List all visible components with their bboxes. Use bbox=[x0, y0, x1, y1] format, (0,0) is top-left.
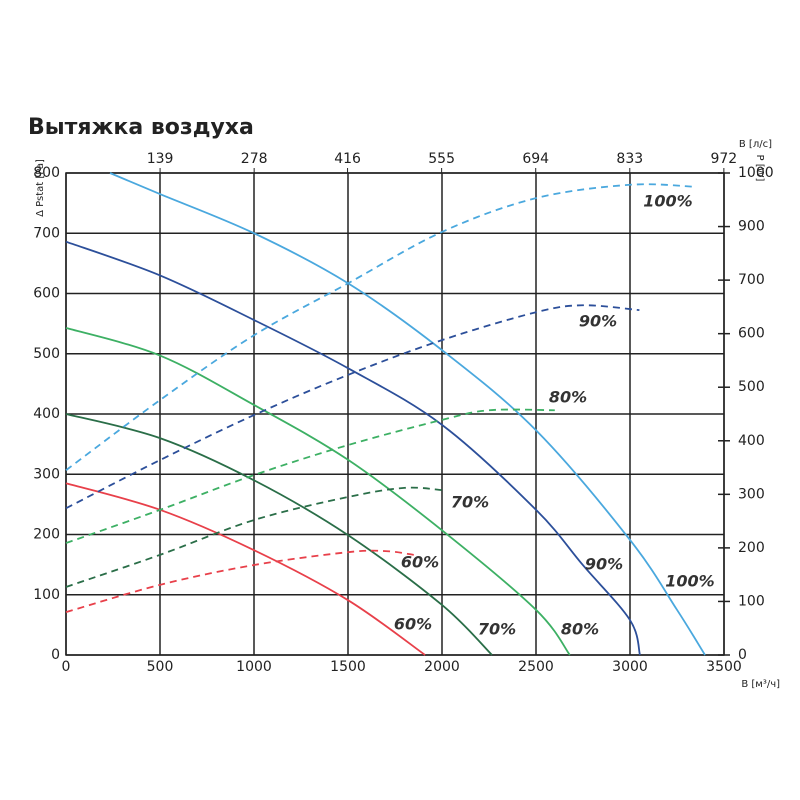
line-series bbox=[65, 240, 641, 656]
y2-tick-label: 300 bbox=[738, 486, 765, 502]
y-tick-label: 500 bbox=[33, 346, 60, 362]
x-tick-label: 0 bbox=[62, 659, 71, 675]
line-series bbox=[65, 549, 414, 614]
y2-tick-label: 1000 bbox=[738, 165, 774, 181]
y-tick-label: 100 bbox=[33, 587, 60, 603]
x-tick-label: 1000 bbox=[236, 659, 272, 675]
x2-axis-label: B [л/с] bbox=[739, 139, 772, 150]
y-tick-label: 400 bbox=[33, 406, 60, 422]
y2-tick-label: 400 bbox=[738, 433, 765, 449]
y2-tick-label: 0 bbox=[738, 647, 747, 663]
y2-tick-label: 700 bbox=[738, 272, 765, 288]
y2-tick-label: 500 bbox=[738, 379, 765, 395]
line-series bbox=[65, 183, 697, 471]
y2-tick-label: 600 bbox=[738, 326, 765, 342]
y-tick-label: 800 bbox=[33, 165, 60, 181]
series-label: 70% bbox=[478, 620, 516, 639]
y2-tick-label: 200 bbox=[738, 540, 765, 556]
y-tick-label: 600 bbox=[33, 286, 60, 302]
series-label: 80% bbox=[561, 620, 599, 639]
chart-title: Вытяжка воздуха bbox=[28, 115, 254, 140]
x-tick-label: 2500 bbox=[518, 659, 554, 675]
y-tick-label: 0 bbox=[51, 647, 60, 663]
x-tick-label: 3000 bbox=[612, 659, 648, 675]
series-label: 70% bbox=[451, 493, 489, 512]
series-label: 90% bbox=[579, 312, 617, 331]
x-tick-label: 500 bbox=[147, 659, 174, 675]
x2-tick-label: 416 bbox=[334, 151, 361, 167]
series-label: 90% bbox=[585, 555, 623, 574]
line-series bbox=[65, 304, 640, 510]
line-series bbox=[65, 486, 443, 588]
x-tick-label: 3500 bbox=[706, 659, 742, 675]
x-axis-label: B [м³/ч] bbox=[741, 679, 780, 690]
y2-tick-label: 900 bbox=[738, 219, 765, 235]
y2-axis-label: P [W] bbox=[754, 155, 765, 182]
line-series bbox=[65, 413, 493, 656]
series-label: 100% bbox=[643, 192, 692, 211]
line-series bbox=[65, 482, 426, 656]
y2-tick-label: 100 bbox=[738, 593, 765, 609]
series-label: 80% bbox=[549, 388, 587, 407]
x2-tick-label: 694 bbox=[522, 151, 549, 167]
series-label: 60% bbox=[394, 615, 432, 634]
line-series bbox=[109, 172, 706, 656]
x2-tick-label: 972 bbox=[710, 151, 737, 167]
x2-tick-label: 278 bbox=[241, 151, 268, 167]
y-tick-label: 300 bbox=[33, 466, 60, 482]
y-tick-label: 700 bbox=[33, 225, 60, 241]
line-series bbox=[65, 408, 555, 544]
y-axis-label: Δ Pstat [Pa] bbox=[35, 159, 46, 217]
x-tick-label: 1500 bbox=[330, 659, 366, 675]
x-tick-label: 2000 bbox=[424, 659, 460, 675]
x2-tick-label: 139 bbox=[147, 151, 174, 167]
y-tick-label: 200 bbox=[33, 527, 60, 543]
x2-tick-label: 555 bbox=[428, 151, 455, 167]
x2-tick-label: 833 bbox=[616, 151, 643, 167]
series-label: 60% bbox=[401, 553, 439, 572]
series-label: 100% bbox=[665, 572, 714, 591]
line-series bbox=[65, 326, 571, 656]
